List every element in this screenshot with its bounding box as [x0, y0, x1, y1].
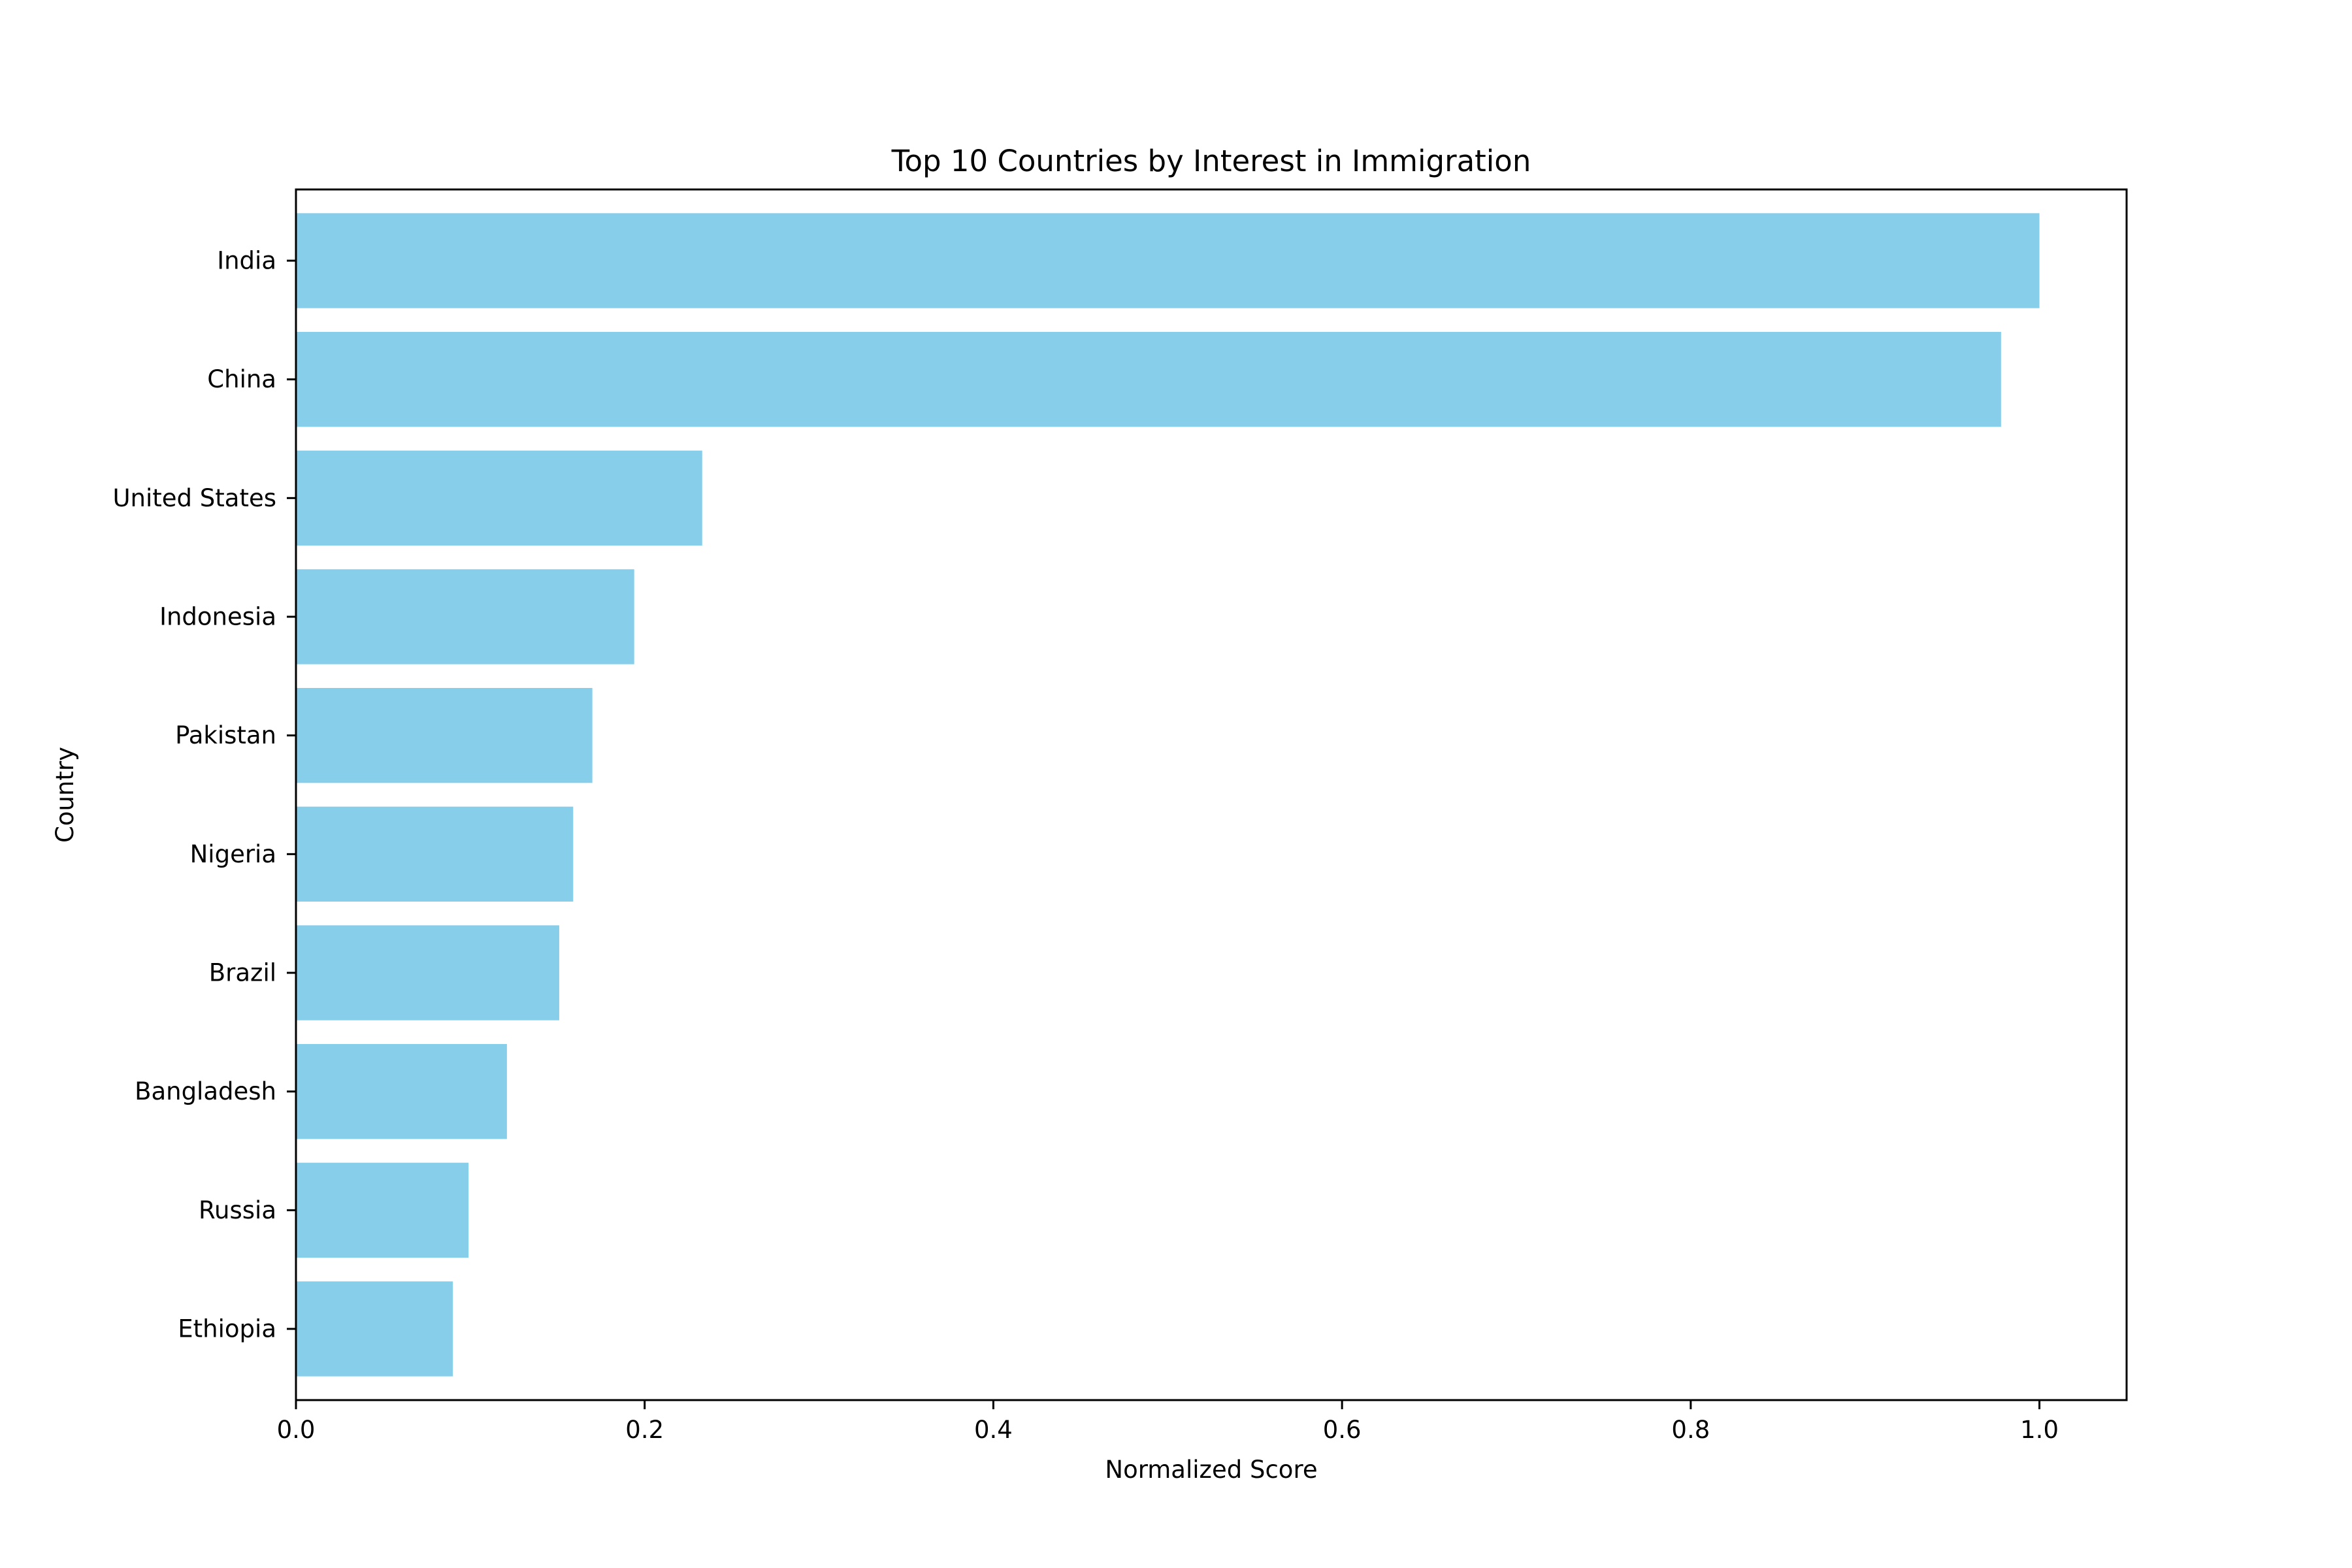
x-axis-label: Normalized Score	[1105, 1456, 1317, 1484]
y-tick-label: United States	[112, 484, 276, 512]
bar-ethiopia	[296, 1281, 453, 1377]
y-axis-label: Country	[51, 747, 79, 843]
plot-area-frame	[295, 188, 2128, 1401]
y-tick-label: Brazil	[209, 959, 276, 987]
y-tick-label: Indonesia	[159, 603, 276, 631]
y-tick-label: Russia	[199, 1196, 276, 1224]
bar-russia	[296, 1162, 469, 1258]
x-tick-label: 0.2	[625, 1416, 664, 1444]
x-tick-label: 0.6	[1323, 1416, 1362, 1444]
y-axis-ticks: India China United States Indonesia Pakistan…	[112, 247, 296, 1343]
x-tick-label: 1.0	[2020, 1416, 2059, 1444]
y-tick-label: Bangladesh	[135, 1077, 276, 1105]
bar-nigeria	[296, 806, 574, 902]
bar-pakistan	[296, 688, 593, 783]
x-tick-label: 0.8	[1671, 1416, 1710, 1444]
y-tick-label: China	[207, 365, 276, 393]
chart-title: Top 10 Countries by Interest in Immigrat…	[891, 144, 1531, 178]
x-tick-label: 0.0	[277, 1416, 316, 1444]
bar-china	[296, 332, 2001, 427]
x-tick-label: 0.4	[974, 1416, 1013, 1444]
bar-united-states	[296, 450, 702, 546]
bar-indonesia	[296, 569, 634, 664]
bars-group	[296, 213, 2040, 1377]
bar-brazil	[296, 925, 559, 1021]
x-axis-ticks: 0.0 0.2 0.4 0.6 0.8 1.0	[277, 1400, 2059, 1444]
y-tick-label: India	[217, 247, 276, 275]
y-tick-label: Nigeria	[190, 840, 276, 868]
bar-bangladesh	[296, 1044, 507, 1139]
y-tick-label: Pakistan	[175, 721, 276, 749]
bar-india	[296, 213, 2040, 308]
y-tick-label: Ethiopia	[178, 1315, 276, 1343]
